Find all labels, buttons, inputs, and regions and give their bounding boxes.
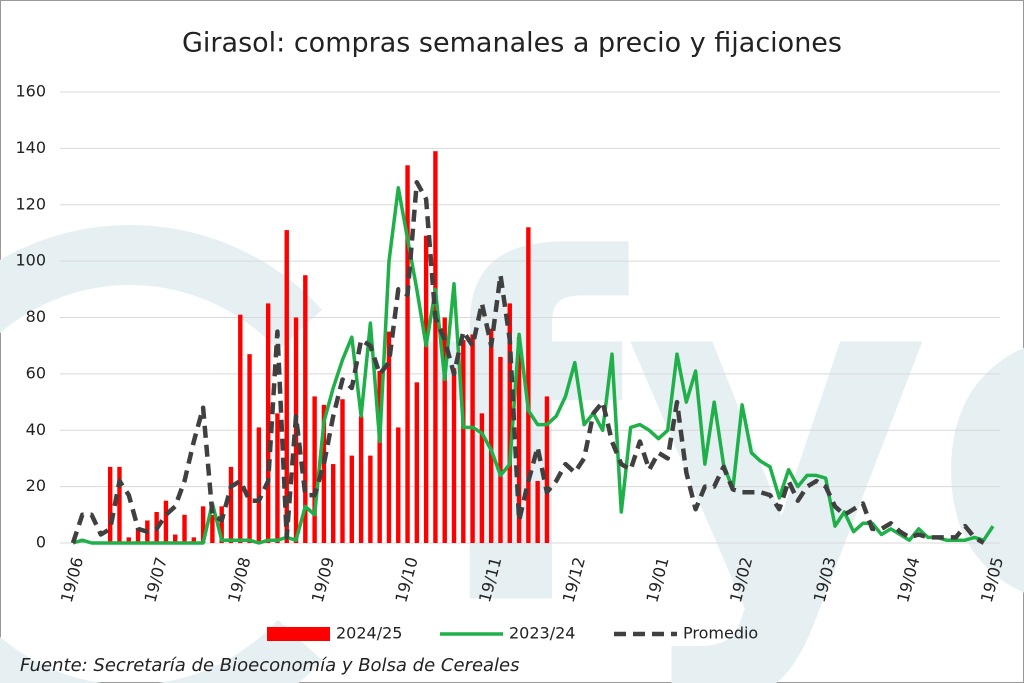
line: [70, 179, 985, 545]
y-tick-label: 100: [15, 251, 46, 270]
bar: [405, 165, 410, 543]
y-tick-label: 160: [15, 82, 46, 101]
bar: [228, 466, 234, 543]
bar: [191, 537, 197, 543]
bar: [275, 413, 280, 543]
bar: [200, 506, 206, 543]
bar: [210, 514, 215, 543]
bar: [470, 334, 475, 543]
bar: [117, 466, 122, 543]
bar: [135, 528, 141, 543]
bar: [479, 413, 485, 543]
y-tick-label: 60: [26, 363, 46, 382]
bar: [256, 427, 262, 543]
bar: [265, 303, 271, 543]
bar: [368, 455, 373, 543]
legend-label: 2023/24: [509, 624, 575, 643]
bar: [516, 337, 522, 543]
bar: [340, 399, 345, 543]
bar: [219, 506, 224, 543]
bar: [386, 331, 392, 543]
legend-label: Promedio: [683, 624, 758, 643]
bar: [173, 534, 178, 543]
bar: [163, 500, 169, 543]
bar: [433, 151, 438, 543]
watermark-arc: [0, 225, 323, 683]
bar: [247, 354, 252, 543]
bar: [488, 328, 494, 543]
source: Fuente: Secretaría de Bioeconomía y Bols…: [20, 655, 520, 676]
bar: [414, 382, 420, 543]
bar: [423, 235, 429, 543]
bar: [451, 368, 457, 543]
y-tick-label: 20: [26, 476, 46, 495]
bar: [349, 455, 354, 543]
bar: [535, 480, 540, 543]
line: [72, 186, 995, 545]
legend-swatch: [267, 627, 330, 641]
legend-label: 2024/25: [336, 624, 402, 643]
bar: [507, 303, 512, 543]
bar: [303, 275, 308, 543]
bar: [544, 396, 550, 543]
chart-title: Girasol: compras semanales a precio y fi…: [182, 28, 842, 59]
bar: [377, 371, 382, 543]
y-tick-label: 0: [36, 533, 46, 552]
bar: [331, 464, 336, 543]
bar: [526, 227, 531, 544]
bar: [182, 514, 187, 543]
bar: [461, 340, 466, 543]
bar: [126, 537, 131, 543]
bar: [321, 404, 327, 543]
bar: [358, 416, 364, 543]
y-tick-label: 140: [15, 138, 46, 157]
bar: [498, 356, 503, 543]
bar: [107, 466, 113, 543]
y-tick-label: 40: [26, 420, 46, 439]
y-tick-label: 80: [26, 307, 46, 326]
bar: [284, 230, 289, 543]
bar: [396, 427, 401, 543]
bar: [442, 317, 447, 543]
bar: [238, 314, 243, 543]
y-tick-label: 120: [15, 194, 46, 213]
bar: [312, 396, 317, 543]
